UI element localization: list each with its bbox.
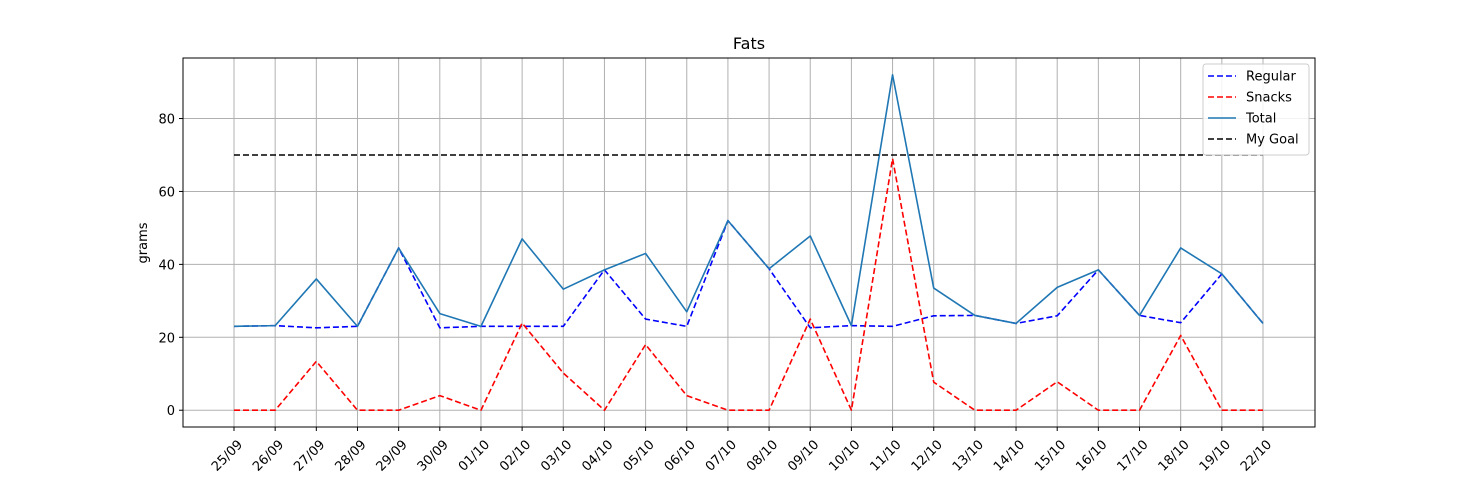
x-tick-label: 26/09 xyxy=(250,437,287,474)
legend-label-my-goal: My Goal xyxy=(1246,133,1299,148)
legend-label-regular: Regular xyxy=(1246,70,1297,85)
x-tick-label: 10/10 xyxy=(826,437,863,474)
x-tick-label: 06/10 xyxy=(662,437,699,474)
x-tick-label: 09/10 xyxy=(785,437,822,474)
x-tick-label: 12/10 xyxy=(909,437,946,474)
legend-box xyxy=(1202,63,1310,156)
y-tick-label: 40 xyxy=(158,258,175,273)
legend-label-snacks: Snacks xyxy=(1246,91,1292,106)
chart-title: Fats xyxy=(733,34,765,53)
x-tick-label: 14/10 xyxy=(991,437,1028,474)
y-tick-label: 80 xyxy=(158,113,175,128)
series-line-snacks xyxy=(234,157,1263,412)
x-tick-label: 11/10 xyxy=(868,437,905,474)
x-tick-label: 08/10 xyxy=(744,437,781,474)
x-tick-label: 17/10 xyxy=(1114,437,1151,474)
y-tick-label: 20 xyxy=(158,331,175,346)
x-tick-label: 25/09 xyxy=(209,437,246,474)
x-tick-label: 02/10 xyxy=(497,437,534,474)
x-tick-label: 13/10 xyxy=(950,437,987,474)
x-tick-label: 22/10 xyxy=(1238,437,1275,474)
x-tick-label: 28/09 xyxy=(332,437,369,474)
x-tick-label: 07/10 xyxy=(703,437,740,474)
x-tick-label: 27/09 xyxy=(291,437,328,474)
series-line-total xyxy=(233,73,1264,328)
x-tick-label: 29/09 xyxy=(374,437,411,474)
grid-lines xyxy=(183,58,1315,427)
legend-label-total: Total xyxy=(1245,112,1276,127)
x-tick-label: 01/10 xyxy=(456,437,493,474)
y-tick-label: 0 xyxy=(167,404,175,419)
series-line-regular xyxy=(233,219,1264,329)
legend: Regular Snacks Total My Goal xyxy=(1202,63,1310,156)
y-axis-label: grams xyxy=(136,222,151,263)
x-tick-label: 04/10 xyxy=(579,437,616,474)
plot-frame xyxy=(182,57,1316,428)
x-tick-label: 15/10 xyxy=(1032,437,1069,474)
x-tick-label: 03/10 xyxy=(538,437,575,474)
x-tick-label: 19/10 xyxy=(1197,437,1234,474)
axis-ticks: 25/09 26/09 27/09 28/09 29/09 30/09 01/10 02/10… xyxy=(158,113,1275,475)
series-lines xyxy=(233,73,1264,412)
x-tick-label: 30/09 xyxy=(415,437,452,474)
x-tick-label: 05/10 xyxy=(621,437,658,474)
x-tick-label: 18/10 xyxy=(1156,437,1193,474)
y-tick-label: 60 xyxy=(158,185,175,200)
x-tick-label: 16/10 xyxy=(1073,437,1110,474)
